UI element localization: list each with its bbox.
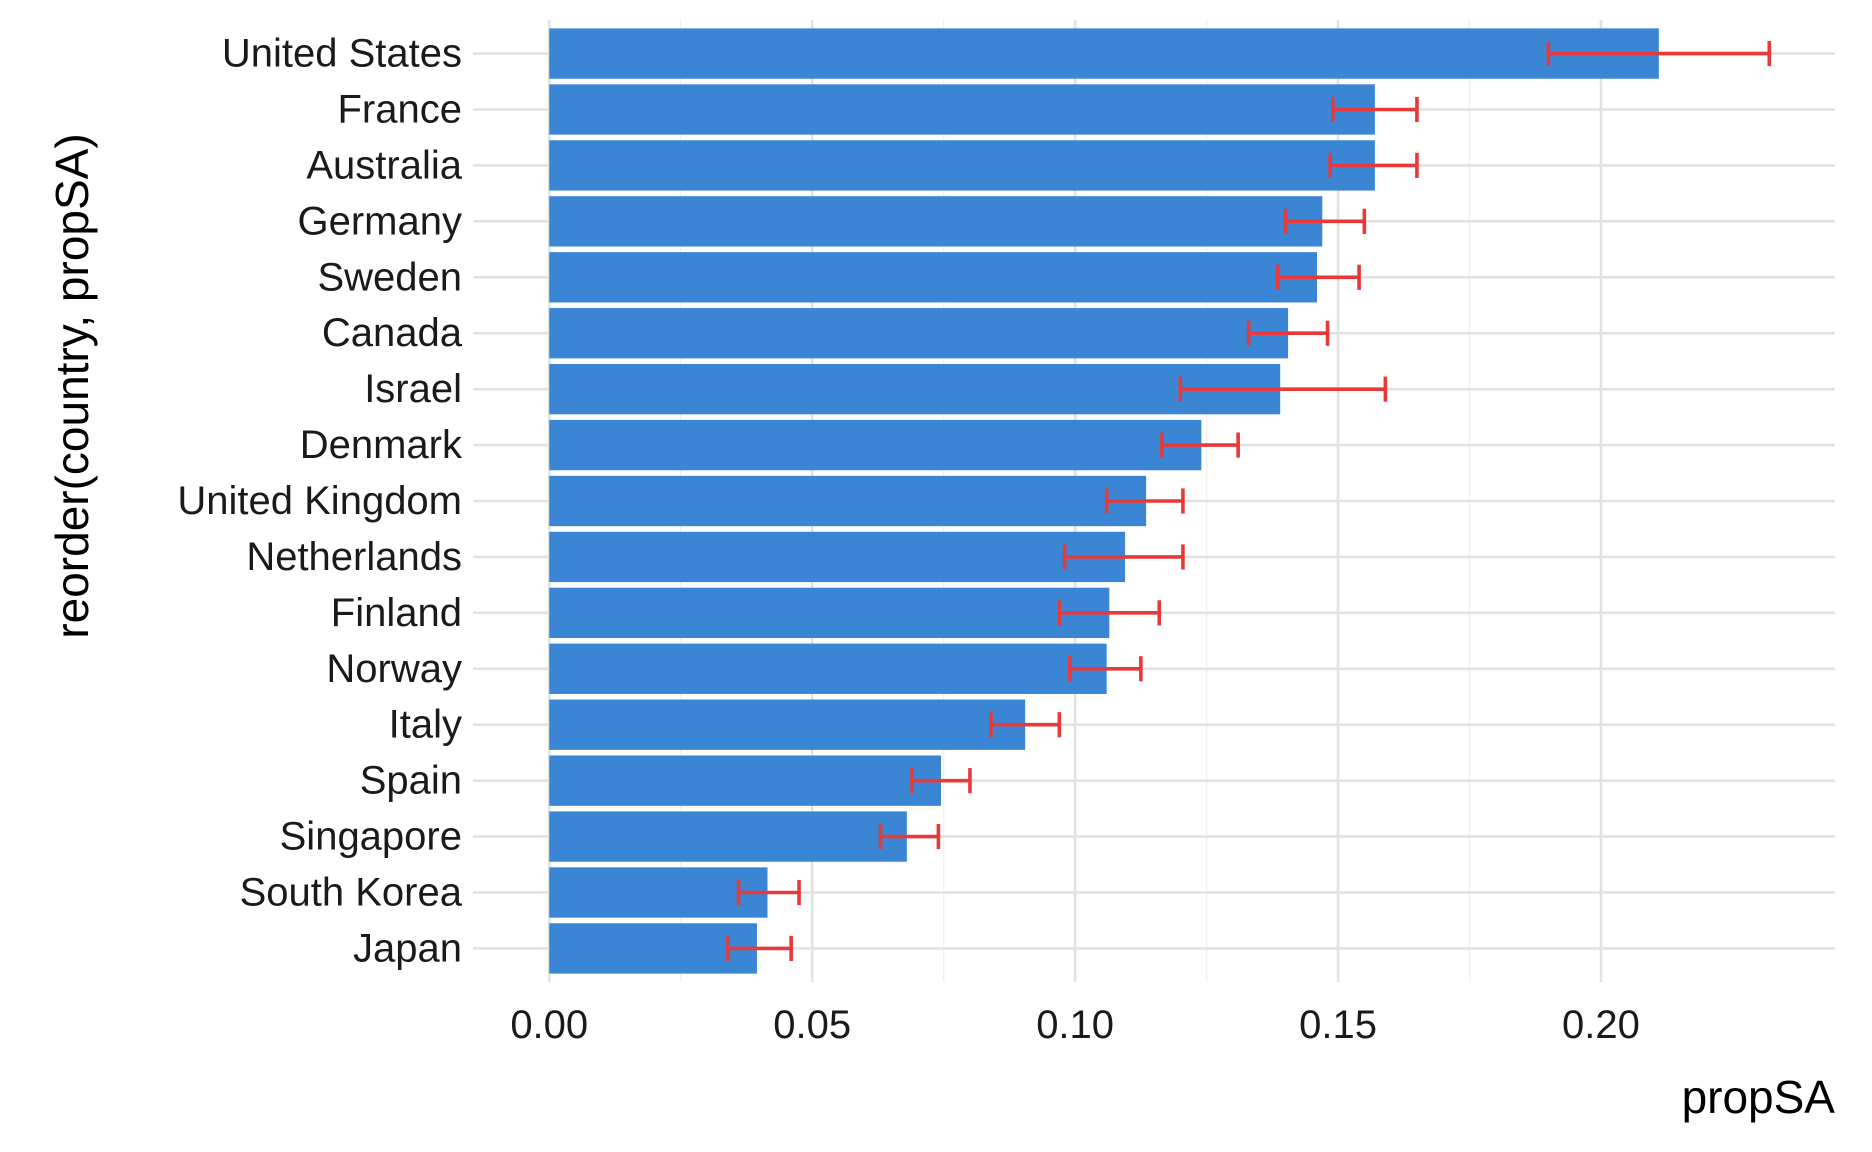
x-tick-label: 0.05 — [773, 1003, 851, 1047]
error-bar — [1283, 208, 1367, 234]
error-bar — [1546, 40, 1772, 67]
y-tick-label: Canada — [322, 311, 463, 355]
y-tick-label: Italy — [389, 703, 462, 747]
y-tick-label: Japan — [353, 926, 462, 970]
bar — [549, 923, 757, 974]
bar — [549, 28, 1659, 79]
y-tick-label: United Kingdom — [177, 479, 462, 523]
error-bars — [726, 40, 1772, 962]
error-bar — [1160, 432, 1240, 458]
error-bar — [1330, 96, 1419, 123]
x-tick-labels: 0.00 0.05 0.10 0.15 0.20 — [510, 1003, 1640, 1047]
y-tick-label: Germany — [298, 199, 463, 243]
y-axis-title: reorder(country, propSA) — [46, 133, 98, 638]
bar — [549, 308, 1289, 359]
bar — [549, 140, 1375, 191]
y-tick-label: United States — [222, 32, 462, 76]
error-bar — [1062, 544, 1185, 570]
y-tick-label: Australia — [306, 143, 462, 187]
bar — [549, 643, 1107, 694]
bar — [549, 252, 1318, 303]
bar — [549, 867, 768, 918]
error-bar — [1246, 320, 1330, 346]
error-bar — [1057, 600, 1162, 626]
bar — [549, 419, 1202, 471]
y-tick-label: Israel — [364, 367, 462, 411]
y-tick-label: Denmark — [300, 423, 463, 467]
error-bar — [910, 768, 972, 794]
bar — [549, 531, 1126, 583]
bar — [549, 811, 907, 862]
y-tick-label: France — [338, 87, 463, 131]
y-tick-label: Finland — [331, 591, 462, 635]
bar — [549, 196, 1323, 247]
y-tick-labels: United States France Australia Germany Swede… — [177, 32, 463, 971]
y-tick-label: Singapore — [280, 815, 462, 859]
y-tick-label: South Korea — [240, 871, 463, 915]
error-bar — [726, 935, 793, 962]
error-bar — [1328, 152, 1419, 179]
bar — [549, 84, 1375, 135]
x-tick-label: 0.20 — [1562, 1003, 1640, 1047]
y-tick-label: Spain — [360, 759, 462, 803]
error-bar — [878, 823, 941, 850]
x-tick-label: 0.00 — [510, 1003, 588, 1047]
bar — [549, 475, 1147, 527]
bar — [549, 363, 1281, 415]
error-bar — [1104, 488, 1185, 514]
y-tick-label: Sweden — [317, 255, 462, 299]
bar — [549, 699, 1026, 750]
bars — [549, 28, 1659, 974]
x-tick-label: 0.15 — [1299, 1003, 1377, 1047]
x-tick-label: 0.10 — [1036, 1003, 1114, 1047]
error-bar — [1178, 376, 1388, 402]
bar — [549, 587, 1110, 639]
error-bar — [989, 712, 1062, 738]
bar — [549, 755, 942, 806]
error-bar — [1068, 656, 1143, 682]
y-tick-label: Netherlands — [246, 535, 462, 579]
error-bar — [1275, 264, 1361, 290]
error-bar — [736, 879, 801, 906]
y-tick-label: Norway — [326, 647, 462, 691]
x-axis-title: propSA — [1682, 1071, 1836, 1123]
